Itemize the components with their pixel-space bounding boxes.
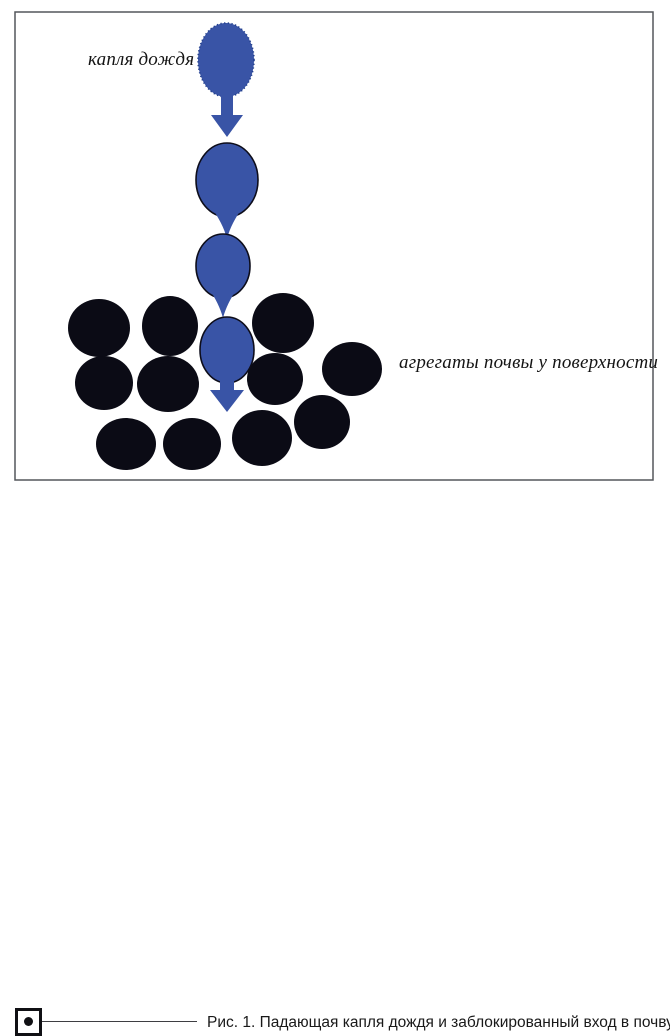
- raindrop-tail: [211, 206, 243, 239]
- bullet-dot-icon: [24, 1017, 33, 1026]
- soil-aggregates-cluster: [68, 293, 382, 470]
- soil-aggregate: [294, 395, 350, 449]
- soil-aggregate: [322, 342, 382, 396]
- raindrop-tail: [209, 288, 237, 318]
- soil-aggregate: [252, 293, 314, 353]
- soil-aggregate: [96, 418, 156, 470]
- down-arrow-icon: [210, 376, 244, 412]
- soil-aggregate: [247, 353, 303, 405]
- aggregates-label: агрегаты почвы у поверхности: [399, 352, 659, 373]
- raindrop-body: [199, 316, 255, 384]
- raindrop-label: капля дождя: [88, 49, 195, 70]
- raindrop-falling-2: [195, 233, 251, 318]
- raindrop-body: [195, 142, 259, 218]
- soil-aggregate: [163, 418, 221, 470]
- figure-caption: Рис. 1. Падающая капля дождя и заблокиро…: [207, 1014, 670, 1031]
- raindrop-at-surface: [199, 316, 255, 412]
- caption-row: Рис. 1. Падающая капля дождя и заблокиро…: [0, 503, 670, 1036]
- raindrop-start: [197, 22, 255, 98]
- soil-aggregate: [68, 299, 130, 357]
- caption-connector-line: [42, 1021, 197, 1022]
- soil-aggregate: [232, 410, 292, 466]
- list-bullet-icon: [15, 1008, 42, 1036]
- figure-page: капля дождя агрегаты почвы у поверхности…: [0, 11, 670, 1036]
- soil-aggregate: [75, 356, 133, 410]
- raindrop-falling-1: [195, 142, 259, 239]
- down-arrow-icon: [211, 95, 243, 137]
- diagram-svg: [14, 11, 654, 481]
- soil-aggregate: [142, 296, 198, 356]
- soil-aggregate: [137, 356, 199, 412]
